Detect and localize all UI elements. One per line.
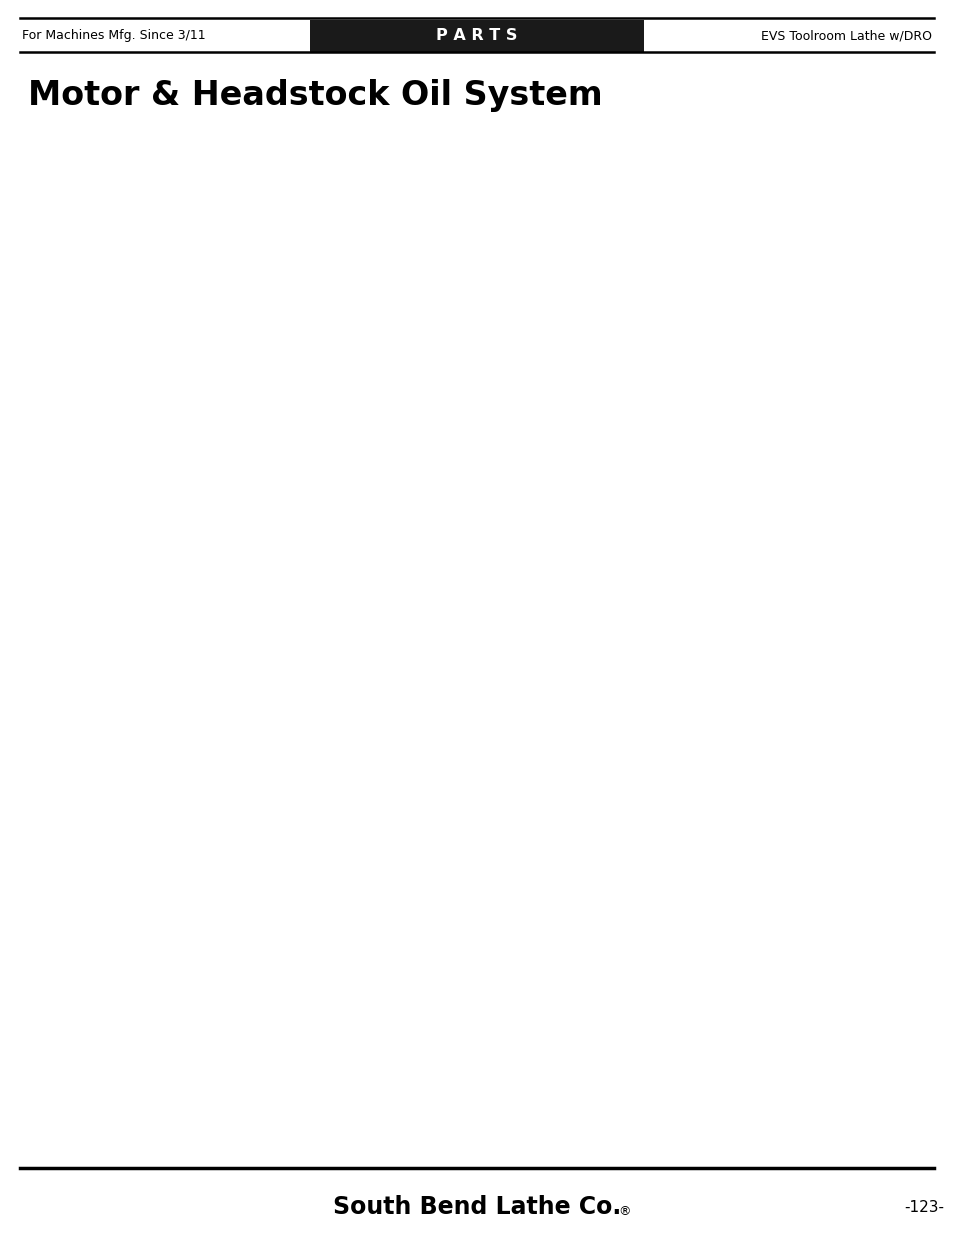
Bar bbox=[0, 0, 953, 56]
Text: -123-: -123- bbox=[903, 1199, 943, 1214]
Text: P A R T S: P A R T S bbox=[436, 28, 517, 43]
Text: South Bend Lathe Co.: South Bend Lathe Co. bbox=[333, 1195, 620, 1219]
Text: ®: ® bbox=[618, 1205, 631, 1219]
Bar bbox=[643, 20, 933, 52]
Text: EVS Toolroom Lathe w/DRO: EVS Toolroom Lathe w/DRO bbox=[760, 30, 931, 42]
Text: Motor & Headstock Oil System: Motor & Headstock Oil System bbox=[28, 79, 602, 111]
Bar bbox=[0, 53, 953, 107]
Bar bbox=[0, 1160, 953, 1235]
Bar bbox=[310, 20, 643, 52]
Bar bbox=[20, 20, 310, 52]
Text: For Machines Mfg. Since 3/11: For Machines Mfg. Since 3/11 bbox=[22, 30, 206, 42]
